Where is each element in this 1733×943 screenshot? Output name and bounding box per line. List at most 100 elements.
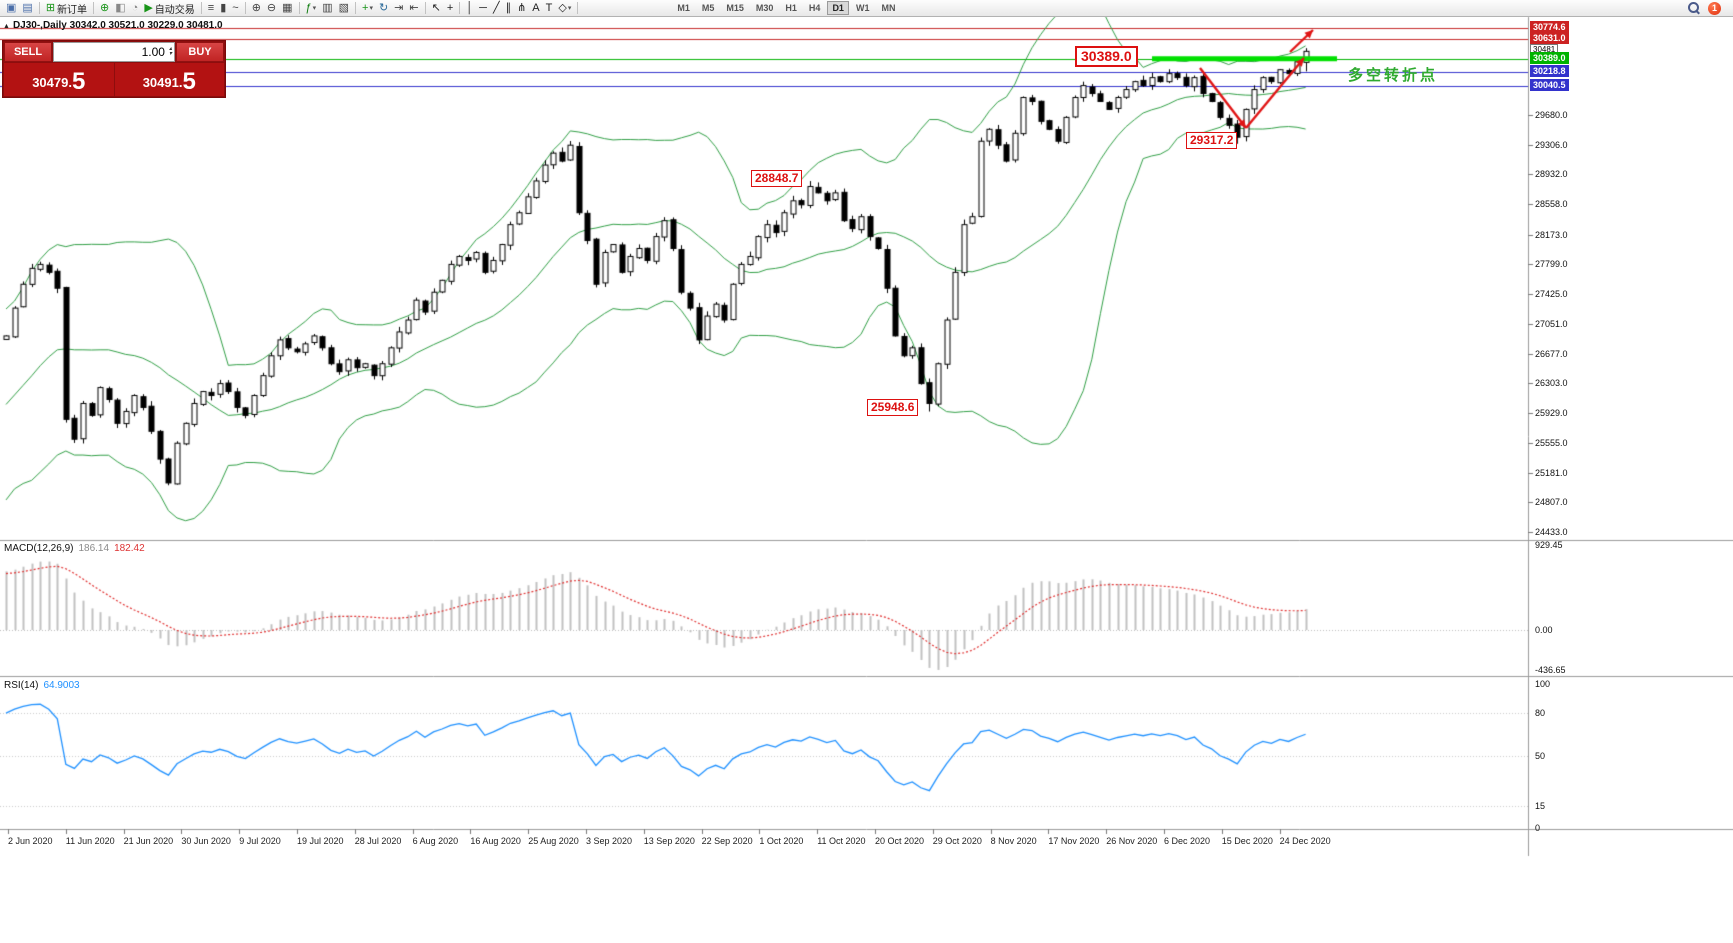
chart-add-icon: ⊕ (100, 1, 110, 14)
toolbar-separator (93, 2, 95, 14)
toolbar-icons: ▣ ▤ ⊞ 新订单 ⊕ ◧ ◔ ▶ 自动交易 ≡ ▮ ~ ⊕ ⊖ ▦ ƒ ▾ ▥ ▧ + ▾ ↻ ⇥ ⇤ ↖ + │ ─ ╱ ∥ ⋔ A T ◇ ▾ (3, 1, 581, 16)
toolbar-separator (577, 2, 579, 14)
crosshair-button[interactable]: + (445, 1, 455, 16)
toolbar-separator (38, 2, 40, 14)
toolbar-separator (459, 2, 461, 14)
add-object-button[interactable]: + ▾ (360, 1, 375, 16)
shapes-icon: ◇ (558, 1, 567, 14)
candles-chart-icon: ▮ (220, 1, 227, 14)
timeframe-m30[interactable]: M30 (755, 3, 774, 13)
rsi-name: RSI(14) (4, 680, 39, 691)
indicator-list-icon: ▤ (22, 1, 33, 14)
refresh-button[interactable]: ↻ (377, 1, 390, 16)
line-chart-button[interactable]: ~ (230, 1, 240, 16)
timeframe-m5[interactable]: M5 (701, 3, 715, 13)
vertical-line-icon: │ (466, 1, 474, 14)
notification-badge[interactable]: 1 (1708, 1, 1721, 15)
shapes-button[interactable]: ◇ ▾ (556, 1, 573, 16)
autotrade-button[interactable]: ▶ 自动交易 (142, 1, 196, 16)
channel-button[interactable]: ∥ (504, 1, 514, 16)
volume-stepper[interactable]: ▴ ▾ (168, 46, 172, 57)
timeframe-mn[interactable]: MN (881, 3, 896, 13)
volume-value[interactable]: 1.00 (141, 45, 165, 59)
text-button[interactable]: A (530, 1, 541, 16)
sell-price[interactable]: 30479. 5 (4, 63, 114, 96)
toolbar-separator (244, 2, 246, 14)
indicator-list-button[interactable]: ▤ (20, 1, 34, 16)
label-icon: T (545, 1, 553, 14)
horizontal-line-icon: ─ (479, 1, 487, 14)
alerts-button[interactable]: ◔ (130, 1, 141, 16)
toolbar-right: 1 (1688, 1, 1730, 15)
spinner-up-icon[interactable]: ▴ (168, 46, 172, 52)
caret-down-icon: ▾ (312, 5, 317, 12)
timeframe-h1[interactable]: H1 (785, 3, 797, 13)
one-click-trading-panel: SELL 1.00 ▴ ▾ BUY 30479. 5 30491. 5 (2, 40, 226, 98)
cursor-button[interactable]: ↖ (430, 1, 443, 16)
ohlc-info: DJ30-,Daily 30342.0 30521.0 30229.0 3048… (12, 20, 223, 31)
zoom-in-icon: ⊕ (251, 1, 261, 14)
zoom-in-button[interactable]: ⊕ (250, 1, 263, 16)
timeframe-d1[interactable]: D1 (827, 1, 849, 15)
search-icon[interactable] (1688, 1, 1701, 15)
macd-main-value: 186.14 (78, 543, 110, 554)
tile-windows-button[interactable]: ▥ (320, 1, 334, 16)
chart-add-button[interactable]: ⊕ (98, 1, 111, 16)
timeframe-toolbar: M1 M5 M15 M30 H1 H4 D1 W1 MN (671, 1, 901, 15)
chart-shift-button[interactable]: ⇤ (407, 1, 420, 16)
zoom-out-button[interactable]: ⊖ (265, 1, 278, 16)
sell-button[interactable]: SELL (4, 42, 52, 62)
fibonacci-button[interactable]: ⋔ (515, 1, 528, 16)
tile-windows-icon: ▥ (322, 1, 333, 14)
timeframe-h4[interactable]: H4 (808, 3, 821, 13)
label-button[interactable]: T (544, 1, 555, 16)
horizontal-line-button[interactable]: ─ (477, 1, 489, 16)
bars-chart-icon: ≡ (207, 1, 215, 14)
trendline-button[interactable]: ╱ (491, 1, 502, 16)
autoscroll-button[interactable]: ⇥ (392, 1, 405, 16)
candles-chart-button[interactable]: ▮ (218, 1, 228, 16)
chart-window-icon: ▣ (6, 1, 17, 14)
new-order-label: 新订单 (57, 4, 88, 16)
new-order-icon: ⊞ (45, 1, 56, 14)
timeframe-m15[interactable]: M15 (726, 3, 744, 13)
toolbar-separator (298, 2, 300, 14)
bars-chart-button[interactable]: ≡ (206, 1, 216, 16)
vertical-line-button[interactable]: │ (464, 1, 475, 16)
profile-button[interactable]: ◧ (113, 1, 127, 16)
alerts-icon: ◔ (131, 1, 139, 14)
timeframe-w1[interactable]: W1 (855, 3, 870, 13)
toolbar: ▣ ▤ ⊞ 新订单 ⊕ ◧ ◔ ▶ 自动交易 ≡ ▮ ~ ⊕ ⊖ ▦ ƒ ▾ ▥ ▧ + ▾ ↻ ⇥ ⇤ ↖ + │ ─ ╱ ∥ ⋔ A T ◇ ▾… (0, 0, 1733, 17)
autoscroll-icon: ⇥ (394, 1, 404, 14)
spinner-down-icon[interactable]: ▾ (168, 51, 172, 57)
toolbar-separator (424, 2, 426, 14)
new-order-button[interactable]: ⊞ 新订单 (44, 1, 89, 16)
autotrade-label: 自动交易 (154, 4, 195, 16)
caret-down-icon: ▾ (567, 5, 572, 12)
macd-name: MACD(12,26,9) (4, 543, 74, 554)
collapse-chart-icon[interactable]: ▲ (3, 23, 10, 30)
indicators-button[interactable]: ƒ ▾ (304, 1, 319, 16)
grid-button[interactable]: ▦ (280, 1, 294, 16)
timeframe-m1[interactable]: M1 (677, 3, 690, 13)
buy-price[interactable]: 30491. 5 (114, 63, 224, 96)
macd-label: MACD(12,26,9) 186.14 182.42 (4, 543, 145, 554)
profile-icon: ◧ (115, 1, 126, 14)
buy-price-pip: 5 (182, 68, 196, 95)
autotrade-icon: ▶ (144, 1, 153, 14)
fibonacci-icon: ⋔ (517, 1, 527, 14)
line-chart-icon: ~ (232, 1, 239, 14)
chart-window-button[interactable]: ▣ (4, 1, 18, 16)
volume-field[interactable]: 1.00 ▴ ▾ (53, 42, 175, 62)
refresh-icon: ↻ (378, 1, 389, 14)
cascade-windows-button[interactable]: ▧ (337, 1, 351, 16)
buy-button[interactable]: BUY (176, 42, 224, 62)
add-object-icon: + (362, 1, 369, 14)
channel-icon: ∥ (505, 1, 512, 14)
rsi-label: RSI(14) 64.9003 (4, 680, 80, 691)
cascade-windows-icon: ▧ (338, 1, 349, 14)
rsi-value: 64.9003 (43, 680, 80, 691)
toolbar-separator (200, 2, 202, 14)
